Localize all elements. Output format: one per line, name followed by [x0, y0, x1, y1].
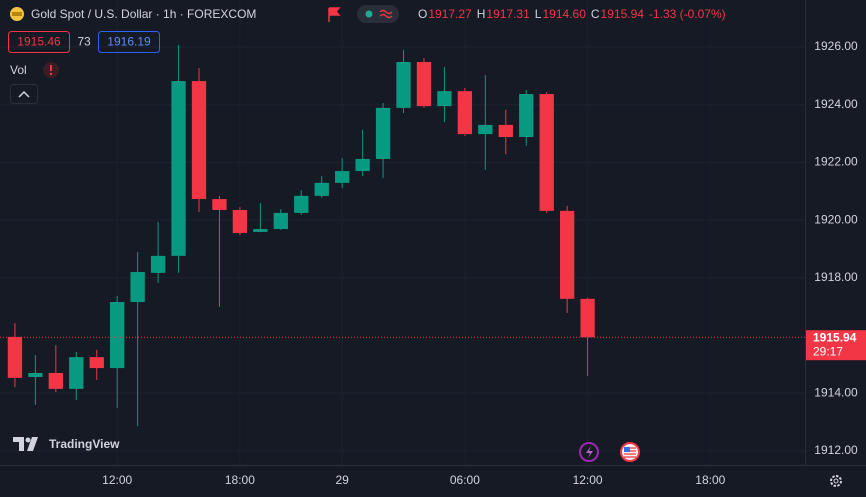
ohlc-key: C	[591, 7, 600, 21]
status-pill[interactable]	[357, 5, 399, 23]
candle-body	[110, 302, 125, 369]
candle-body	[580, 298, 595, 338]
symbol-title[interactable]: Gold Spot / U.S. Dollar · 1h · FOREXCOM	[31, 7, 256, 21]
collapse-button[interactable]	[10, 84, 38, 104]
candle-body	[416, 62, 432, 107]
candle-body	[150, 255, 166, 273]
settings-icon[interactable]	[830, 475, 842, 487]
ask-price[interactable]: 1916.19	[107, 35, 151, 49]
candle-body	[171, 81, 186, 256]
y-tick-label: 1912.00	[814, 443, 858, 457]
ask-box[interactable]	[98, 31, 160, 53]
candle-body	[7, 336, 23, 378]
spread: 73	[77, 35, 91, 49]
candle-body	[28, 372, 43, 378]
flag-icon[interactable]	[328, 7, 341, 22]
candle-body	[273, 212, 288, 230]
ohlc-value: 1917.27	[428, 7, 472, 21]
ohlc-key: O	[418, 7, 427, 21]
candle-body	[130, 272, 145, 303]
candle-body	[478, 124, 493, 135]
overlay: Gold Spot / U.S. Dollar · 1h · FOREXCOM …	[8, 5, 842, 487]
flag-stripes	[624, 447, 636, 458]
candle-body	[335, 171, 350, 183]
candle-body	[232, 210, 248, 234]
candles	[0, 45, 805, 427]
candle-body	[89, 357, 104, 369]
x-tick-label: 18:00	[695, 473, 725, 487]
candle-body	[314, 182, 329, 196]
ohlc-value: 1915.94	[601, 7, 645, 21]
watermark: TradingView	[49, 437, 120, 451]
candle-body	[457, 91, 473, 135]
settings-icon-core	[833, 478, 839, 484]
candle-body	[519, 94, 534, 138]
y-tick-label: 1926.00	[814, 39, 858, 53]
ohlc-legend: O 1917.27 H 1917.31 L 1914.60 C 1915.94 -1.33 (-…	[418, 7, 726, 21]
x-tick-label: 12:00	[102, 473, 132, 487]
y-tick-label: 1922.00	[814, 155, 858, 169]
candle-body	[539, 94, 554, 211]
market-open-dot	[365, 10, 373, 18]
flag-canton	[624, 447, 630, 452]
candle-body	[69, 357, 84, 389]
x-tick-label: 06:00	[450, 473, 480, 487]
price-change: -1.33 (-0.07%)	[649, 7, 726, 21]
bid-price[interactable]: 1915.46	[17, 35, 61, 49]
y-tick-label: 1924.00	[814, 97, 858, 111]
candle-body	[437, 91, 452, 107]
logo-mark	[13, 437, 38, 451]
candle-body	[253, 229, 268, 232]
x-tick-label: 12:00	[573, 473, 603, 487]
candle-body	[375, 107, 391, 159]
candle-body	[396, 62, 411, 108]
candle-body	[191, 81, 207, 200]
collapse-arrow	[18, 90, 30, 98]
candle-body	[48, 372, 63, 389]
y-tick-label: 1914.00	[814, 385, 858, 399]
last-price-badge	[806, 330, 866, 361]
x-tick-label: 29	[335, 473, 349, 487]
ohlc-key: H	[477, 7, 486, 21]
event-icon-bolt	[586, 446, 593, 458]
y-tick-label: 1918.00	[814, 270, 858, 284]
bid-box[interactable]	[8, 31, 70, 53]
ohlc-key: L	[535, 7, 542, 21]
delay-icon	[379, 9, 393, 19]
candle-body	[294, 195, 309, 213]
countdown: 29:17	[813, 344, 843, 358]
grid	[0, 46, 805, 452]
candle-body	[212, 199, 227, 210]
volume-label: Vol	[10, 63, 27, 77]
logo-dot	[25, 437, 31, 443]
volume-warning-mark	[50, 65, 52, 71]
last-price-label: 1915.94	[813, 330, 857, 344]
y-tick-label: 1920.00	[814, 212, 858, 226]
symbol-icon-bar	[12, 12, 22, 16]
ohlc-value: 1914.60	[542, 7, 586, 21]
volume-warning-dot	[50, 73, 52, 75]
candle-body	[355, 158, 370, 172]
x-tick-label: 18:00	[225, 473, 255, 487]
ohlc-value: 1917.31	[486, 7, 530, 21]
candle-body	[559, 210, 575, 299]
candle-body	[498, 124, 513, 138]
